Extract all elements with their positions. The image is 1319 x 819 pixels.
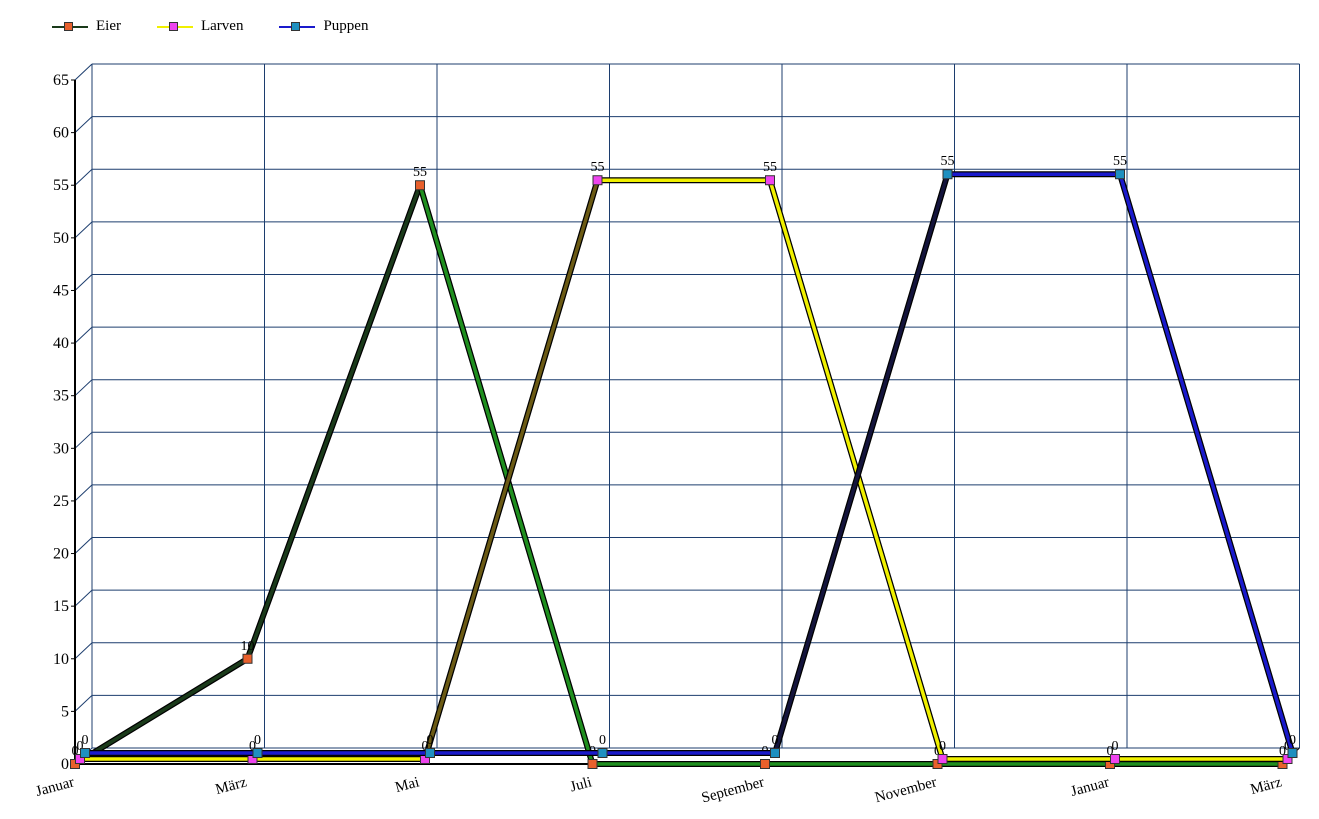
x-tick-label: Januar: [1069, 774, 1111, 800]
gridline-depth: [74, 431, 93, 449]
data-point-marker: [592, 175, 603, 186]
legend-item-puppen: Puppen: [277, 18, 368, 35]
data-point-marker: [1115, 169, 1125, 180]
data-label: 0: [422, 739, 429, 754]
series-segment: [773, 172, 950, 755]
gridline-depth: [74, 221, 93, 239]
data-point-marker: [942, 169, 953, 180]
series-segment: [1118, 172, 1295, 755]
data-label: 0: [249, 739, 256, 754]
legend-marker-larven: [168, 21, 178, 31]
data-label: 0: [939, 739, 946, 754]
legend-marker-eier: [64, 21, 73, 31]
series-segment: [73, 657, 250, 766]
data-point-marker: [765, 175, 775, 186]
gridline-depth: [74, 695, 93, 712]
data-label: 0: [1289, 733, 1296, 748]
legend-swatch-larven: [155, 20, 195, 34]
gridline-depth: [74, 116, 93, 133]
data-label: 55: [413, 165, 427, 180]
data-label: 10: [241, 639, 255, 654]
legend-item-eier: Eier: [50, 18, 121, 35]
data-point-marker: [937, 754, 948, 764]
gridline-depth: [74, 326, 93, 344]
data-label: 0: [1107, 744, 1114, 759]
data-label: 0: [82, 733, 89, 748]
data-point-marker: [415, 180, 425, 191]
x-tick-label: September: [700, 774, 766, 806]
legend-item-larven: Larven: [155, 18, 243, 35]
y-tick-label: 20: [53, 546, 69, 563]
y-tick-label: 5: [61, 703, 69, 720]
y-tick-label: 55: [53, 177, 69, 194]
y-tick-label: 65: [53, 72, 69, 89]
data-label: 55: [763, 160, 777, 175]
y-tick-label: 10: [53, 651, 69, 668]
x-tick-label: November: [873, 774, 938, 806]
data-label: 0: [1279, 744, 1286, 759]
data-label: 55: [591, 160, 605, 175]
data-point-marker: [1110, 754, 1120, 764]
legend-swatch-eier: [50, 20, 90, 34]
y-tick-label: 30: [53, 440, 69, 457]
legend-label-puppen: Puppen: [323, 18, 369, 34]
data-label: 55: [1113, 154, 1127, 169]
series-segment: [768, 178, 945, 761]
data-point-marker: [425, 748, 435, 758]
gridline-depth: [74, 379, 93, 397]
series-segment: [418, 183, 595, 766]
y-tick-label: 25: [53, 493, 69, 510]
data-label: 0: [72, 744, 79, 759]
data-label: 0: [427, 733, 434, 748]
chart-legend: Eier Larven Puppen: [50, 18, 368, 35]
x-tick-label: Juli: [568, 774, 593, 795]
legend-label-eier: Eier: [96, 18, 121, 34]
legend-swatch-puppen: [277, 20, 317, 34]
data-point-marker: [80, 748, 90, 758]
gridline-depth: [74, 63, 93, 81]
data-label: 0: [77, 739, 84, 754]
gridline-depth: [74, 589, 93, 607]
gridline-depth: [74, 484, 93, 502]
data-label: 0: [254, 733, 261, 748]
data-label: 0: [772, 733, 779, 748]
data-point-marker: [770, 748, 780, 758]
y-tick-label: 0: [61, 756, 69, 773]
data-point-marker: [242, 653, 253, 664]
y-tick-label: 45: [53, 282, 69, 299]
gridline-depth: [74, 642, 93, 660]
legend-marker-puppen: [291, 21, 301, 31]
gridline-depth: [74, 168, 93, 186]
data-point-marker: [597, 748, 608, 758]
series-segment: [423, 178, 600, 761]
gridline-depth: [74, 537, 93, 554]
y-tick-label: 35: [53, 388, 69, 405]
legend-label-larven: Larven: [200, 18, 244, 34]
x-tick-label: März: [214, 774, 249, 798]
data-label: 0: [1112, 739, 1119, 754]
y-tick-label: 40: [53, 335, 69, 352]
data-point-marker: [587, 759, 598, 769]
x-tick-label: Mai: [394, 774, 421, 796]
x-tick-label: Januar: [34, 774, 76, 800]
data-point-marker: [1287, 748, 1298, 758]
y-tick-label: 50: [53, 230, 69, 247]
y-tick-label: 15: [53, 598, 69, 615]
data-point-marker: [252, 748, 263, 758]
data-label: 0: [599, 733, 606, 748]
data-point-marker: [760, 759, 770, 769]
y-tick-label: 60: [53, 125, 69, 142]
series-segment: [245, 183, 422, 661]
x-tick-label: März: [1249, 774, 1284, 798]
data-label: 55: [941, 154, 955, 169]
gridline-depth: [74, 274, 93, 291]
